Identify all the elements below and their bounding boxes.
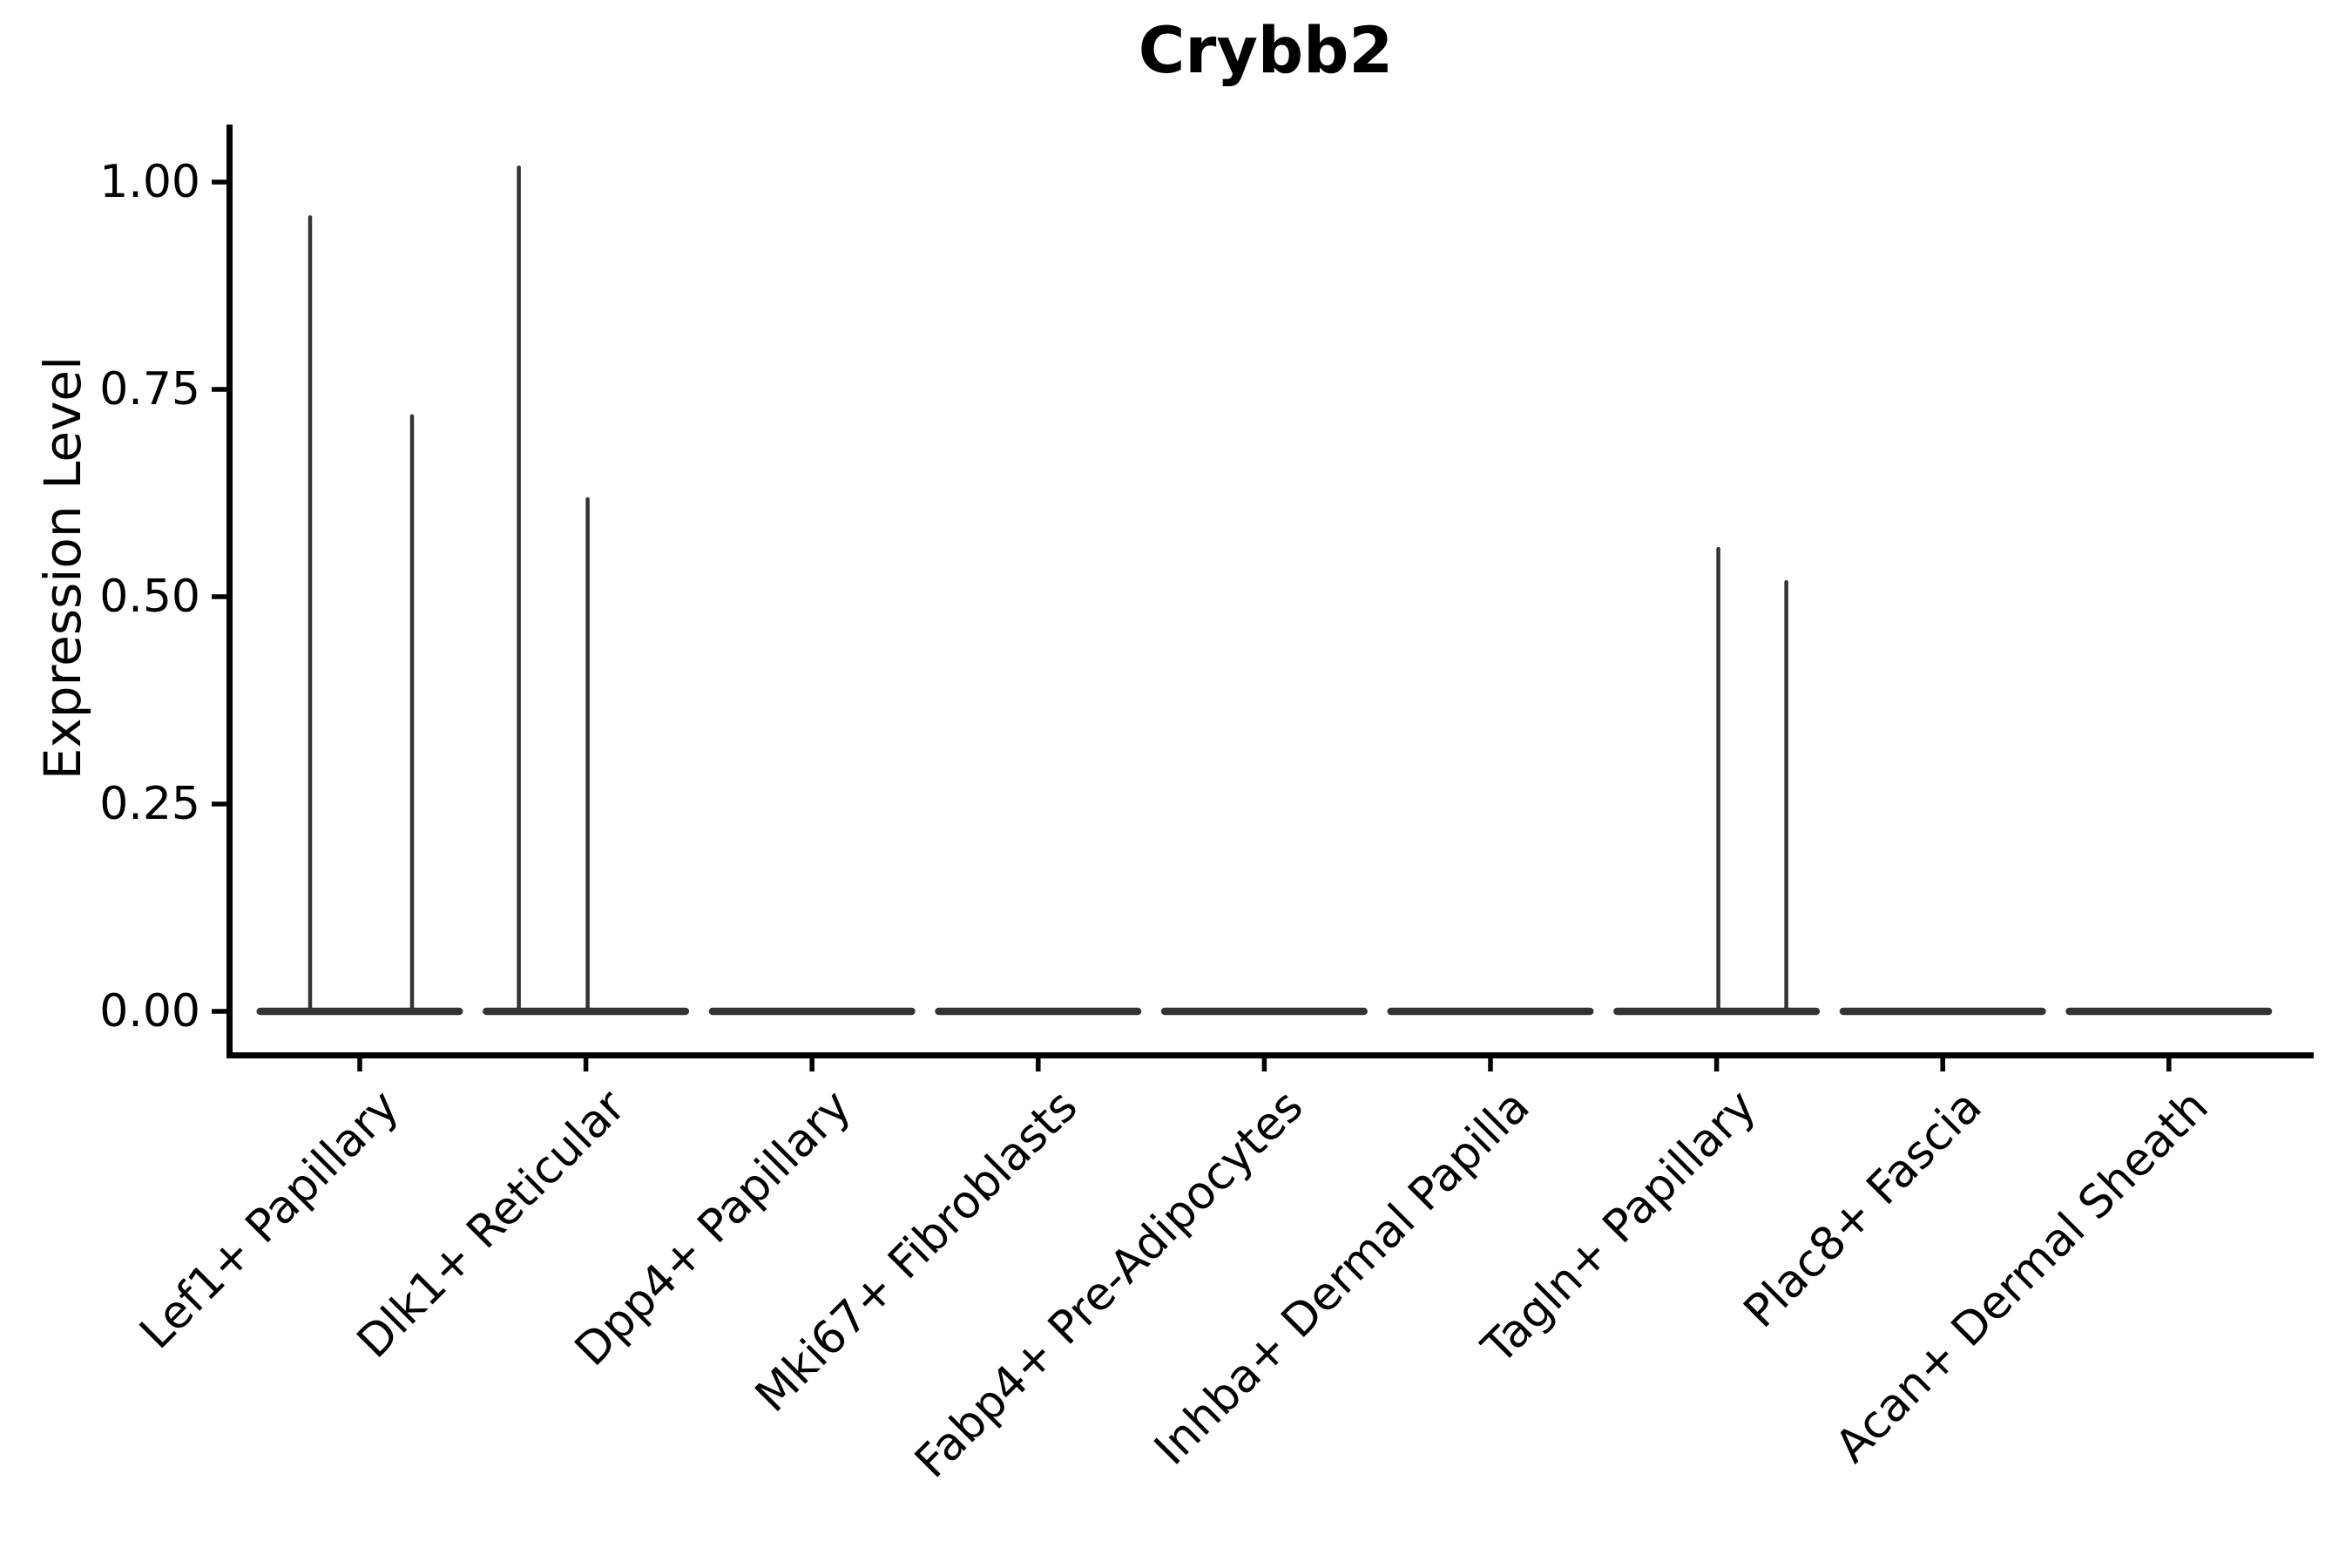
x-tick-mark: [1940, 1058, 1945, 1071]
violin-base: [1839, 1007, 2046, 1016]
y-tick-mark: [212, 179, 226, 185]
violin-base: [1387, 1007, 1594, 1016]
violin-spike: [308, 215, 313, 1011]
y-axis-spine: [226, 125, 233, 1058]
x-axis-spine: [226, 1052, 2314, 1058]
y-tick-mark: [212, 1009, 226, 1014]
y-tick-label: 0.50: [99, 571, 200, 623]
y-tick-label: 0.00: [99, 985, 200, 1037]
violin-base: [708, 1007, 916, 1016]
x-tick-mark: [1713, 1058, 1720, 1071]
violin-base: [1160, 1007, 1368, 1016]
violin-spike: [517, 165, 521, 1011]
violin-base: [1613, 1007, 1821, 1016]
violin-spike: [585, 497, 590, 1011]
violin-spike: [1784, 579, 1788, 1011]
y-tick-label: 0.25: [99, 778, 200, 830]
violin-base: [2065, 1007, 2273, 1016]
x-tick-mark: [809, 1058, 814, 1071]
y-tick-mark: [212, 801, 226, 807]
violin-base: [935, 1007, 1142, 1016]
y-tick-label: 1.00: [99, 156, 200, 208]
violin-base: [256, 1007, 463, 1016]
x-tick-mark: [1261, 1058, 1267, 1071]
violin-spike: [1716, 546, 1720, 1011]
y-tick-mark: [212, 594, 226, 599]
x-tick-mark: [2166, 1058, 2172, 1071]
x-tick-mark: [1036, 1058, 1041, 1071]
x-tick-mark: [583, 1058, 589, 1071]
x-tick-mark: [357, 1058, 362, 1071]
y-tick-mark: [212, 387, 226, 392]
y-tick-label: 0.75: [99, 363, 200, 416]
x-tick-mark: [1488, 1058, 1493, 1071]
violin-spike: [409, 414, 415, 1011]
chart-title: Crybb2: [1138, 14, 1394, 88]
violin-base: [483, 1007, 690, 1016]
